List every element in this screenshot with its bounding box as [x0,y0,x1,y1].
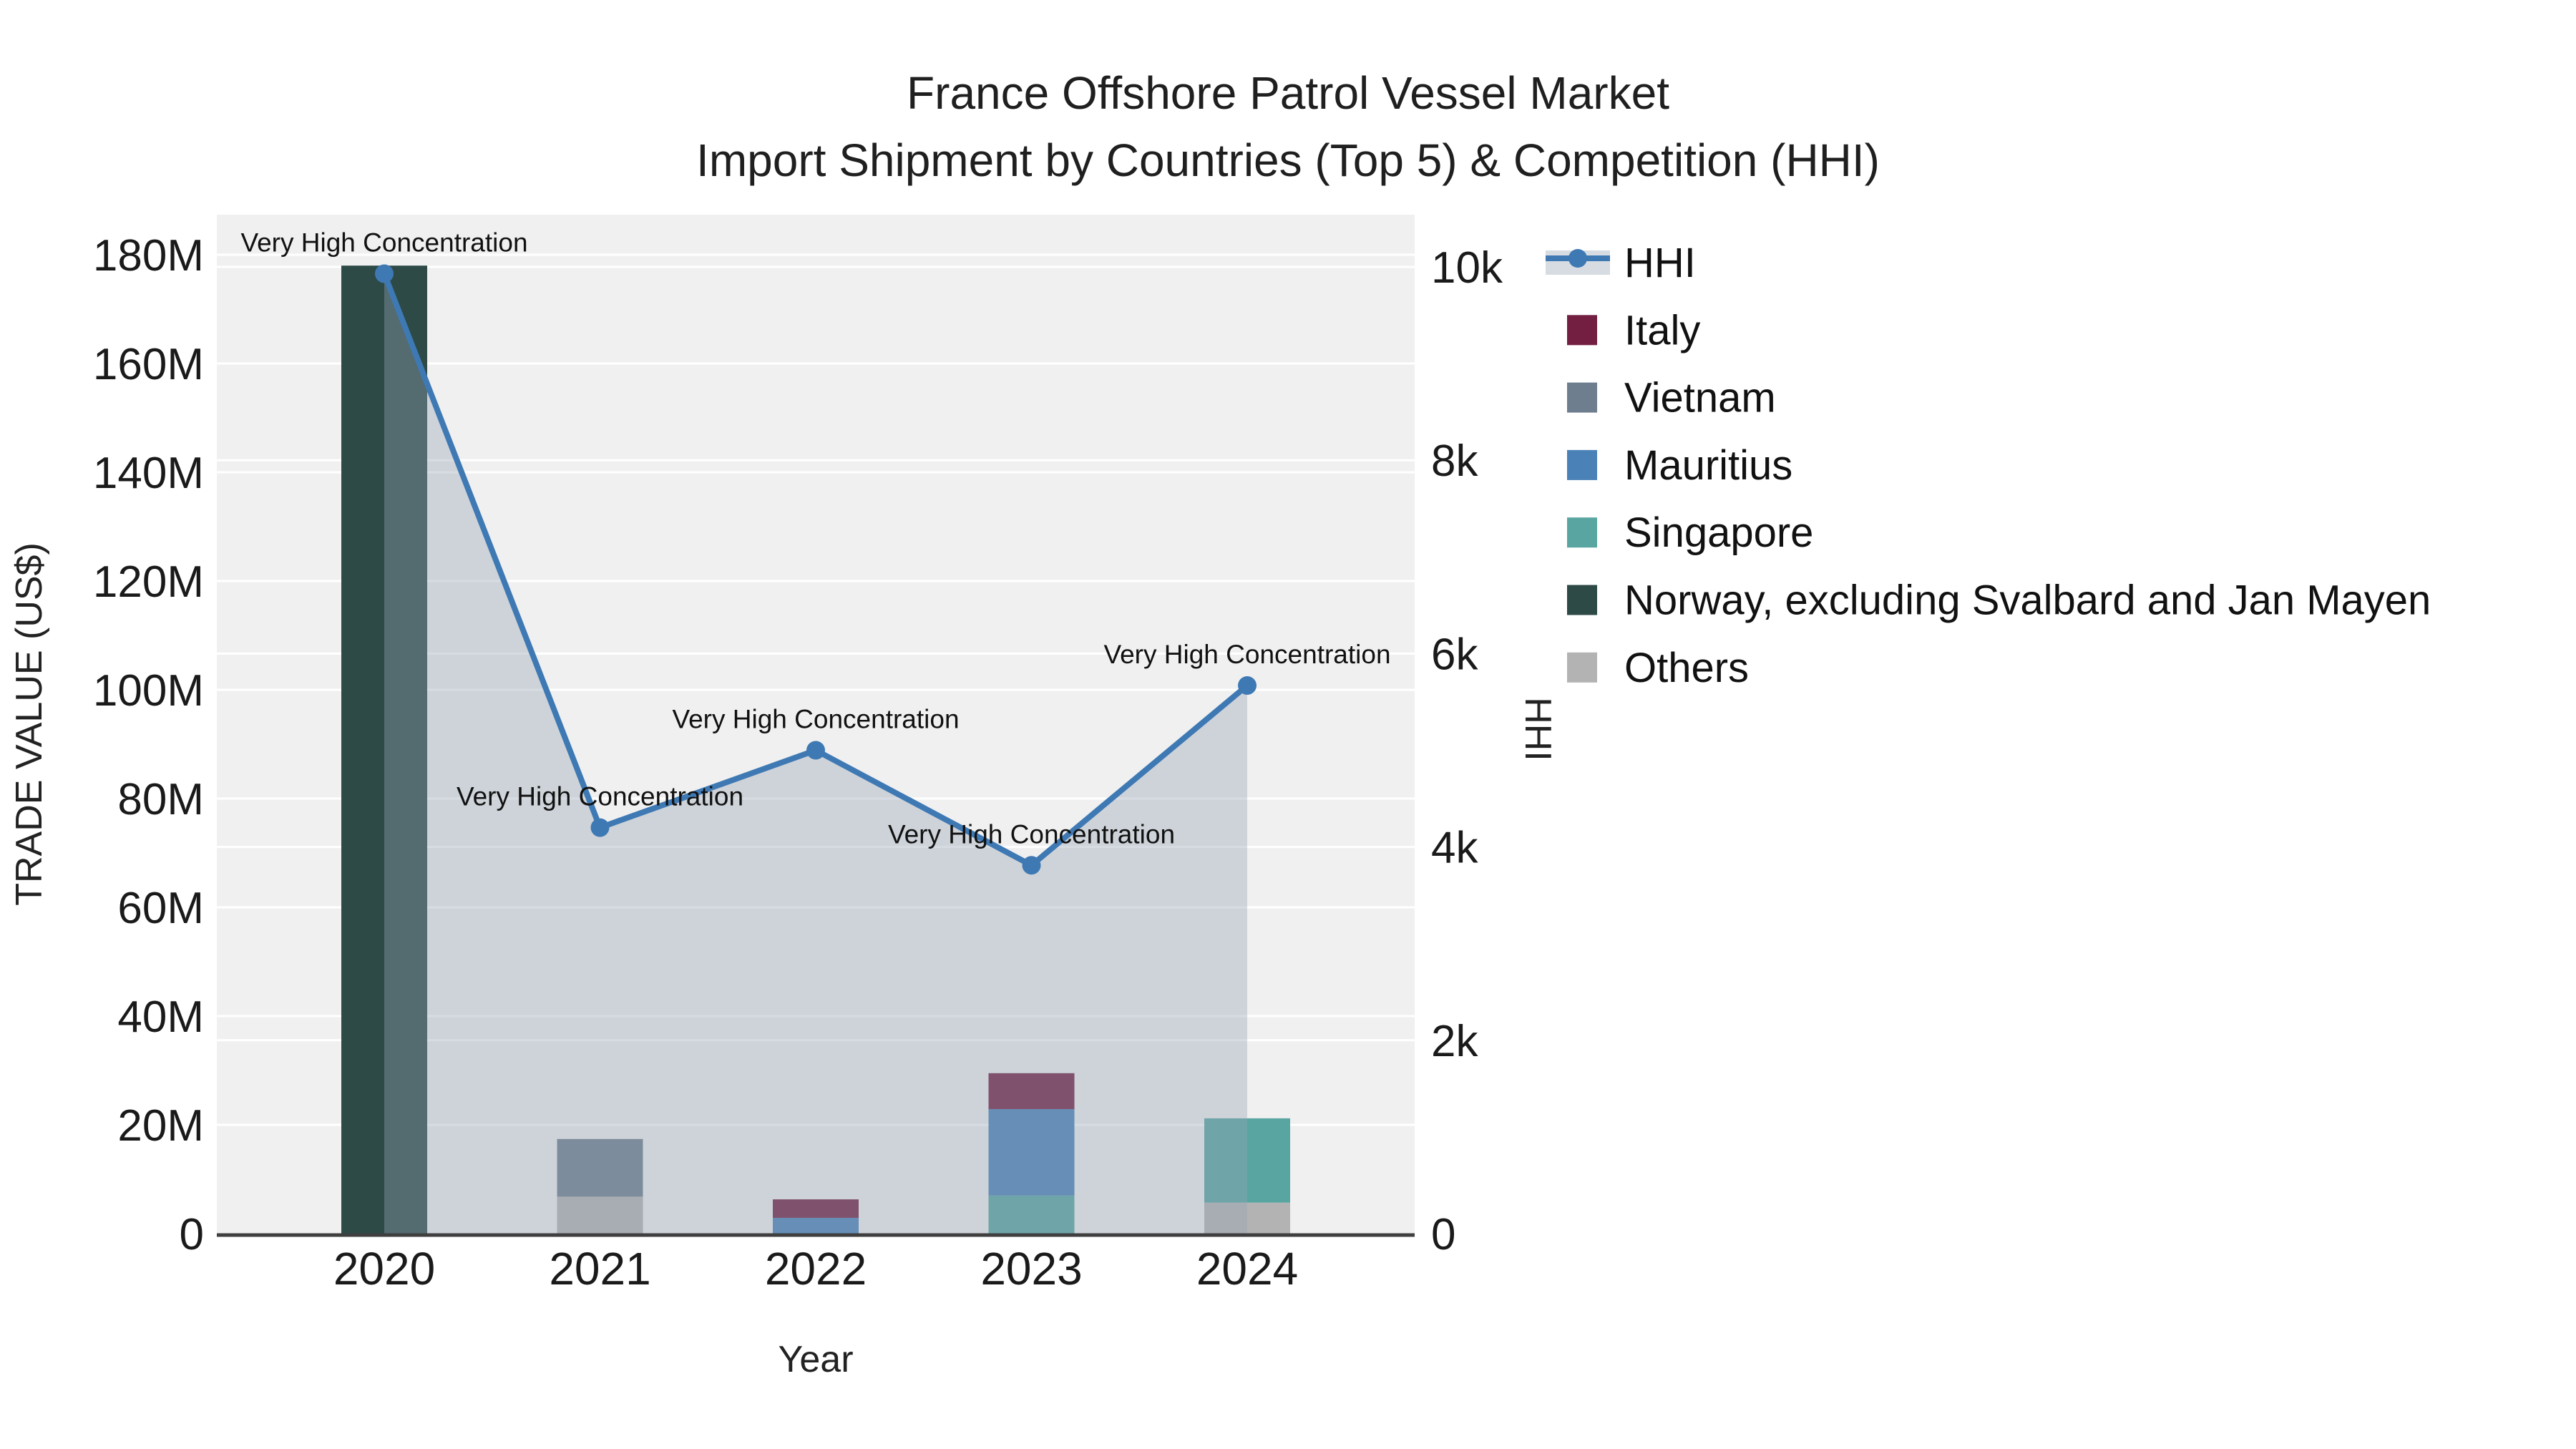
annotation-2022: Very High Concentration [672,705,959,734]
y-left-axis-title: TRADE VALUE (US$) [9,542,50,906]
x-tick-2020: 2020 [333,1243,435,1294]
legend-label-vietnam: Vietnam [1624,375,1776,421]
y-right-tick-2k: 2k [1431,1017,1478,1066]
legend-label-italy: Italy [1624,307,1700,353]
y-left-tick-100M: 100M [93,666,204,716]
legend-item-mauritius[interactable]: Mauritius [1567,442,1792,489]
hhi-marker-2022 [806,741,825,760]
legend-item-vietnam[interactable]: Vietnam [1567,375,1776,421]
y-right-tick-0: 0 [1431,1210,1455,1259]
y-right-tick-8k: 8k [1431,436,1478,486]
bar-segment-norway-excluding-svalbard-and-jan-mayen-2020 [341,265,427,1234]
annotation-2024: Very High Concentration [1103,640,1390,669]
chart-title-line1: France Offshore Patrol Vessel Market [907,67,1669,119]
x-tick-2021: 2021 [549,1243,650,1294]
y-left-tick-40M: 40M [117,992,204,1042]
x-axis-title: Year [778,1339,853,1380]
bar-segment-singapore-2024 [1204,1118,1290,1203]
x-tick-2024: 2024 [1196,1243,1298,1294]
hhi-marker-2024 [1238,675,1257,695]
legend-label-mauritius: Mauritius [1624,442,1792,489]
hhi-marker-2023 [1022,856,1041,875]
bar-segment-others-2024 [1204,1202,1290,1234]
y-left-tick-140M: 140M [93,449,204,498]
y-left-tick-20M: 20M [117,1101,204,1151]
legend-swatch-mauritius [1567,449,1597,480]
annotation-2021: Very High Concentration [457,782,743,811]
legend-label-norway-excluding-svalbard-and-jan-mayen: Norway, excluding Svalbard and Jan Mayen [1624,577,2431,624]
chart-title-line2: Import Shipment by Countries (Top 5) & C… [696,135,1880,186]
annotation-2023: Very High Concentration [888,819,1175,849]
y-left-tick-80M: 80M [117,775,204,824]
bar-segment-singapore-2023 [988,1195,1075,1234]
y-right-axis-title: HHI [1517,697,1558,761]
legend-item-others[interactable]: Others [1567,645,1749,691]
x-tick-2022: 2022 [765,1243,867,1294]
y-left-tick-60M: 60M [117,884,204,933]
y-left-tick-0: 0 [180,1210,204,1259]
bar-segment-mauritius-2022 [773,1217,859,1234]
legend-label-others: Others [1624,645,1749,691]
y-left-tick-120M: 120M [93,557,204,607]
legend-swatch-others [1567,652,1597,683]
axes-group: 0 20M 40M 60M 80M 100M 120M 140M 160M 180M 0 2k 4k 6k… [9,231,1558,1380]
legend-label-singapore: Singapore [1624,509,1813,556]
legend-item-norway-excluding-svalbard-and-jan-mayen[interactable]: Norway, excluding Svalbard and Jan Mayen [1567,577,2431,624]
legend-item-singapore[interactable]: Singapore [1567,509,1813,556]
legend-label-hhi: HHI [1624,240,1696,286]
legend-item-italy[interactable]: Italy [1567,307,1700,353]
y-right-tick-4k: 4k [1431,824,1478,873]
legend: HHI Italy Vietnam Mauritius Singapore Norway,… [1546,240,2431,691]
x-tick-2023: 2023 [980,1243,1082,1294]
hhi-line-group [375,264,1257,875]
bar-segment-others-2021 [557,1196,643,1234]
legend-swatch-italy [1567,315,1597,346]
annotations-group: Very High Concentration Very High Concent… [240,228,1390,849]
bar-segment-italy-2023 [988,1073,1075,1109]
legend-swatch-norway-excluding-svalbard-and-jan-mayen [1567,585,1597,615]
bar-segment-italy-2022 [773,1199,859,1218]
annotation-2020: Very High Concentration [240,228,527,257]
y-right-tick-10k: 10k [1431,243,1503,293]
y-left-tick-180M: 180M [93,231,204,280]
hhi-marker-2021 [590,818,610,837]
hhi-marker-2020 [375,264,394,283]
y-right-tick-6k: 6k [1431,630,1478,679]
legend-hhi-marker-sample [1568,249,1587,268]
legend-item-hhi[interactable]: HHI [1546,240,1696,286]
legend-swatch-singapore [1567,517,1597,548]
legend-swatch-vietnam [1567,382,1597,413]
y-left-tick-160M: 160M [93,340,204,389]
bar-segment-mauritius-2023 [988,1108,1075,1196]
bar-segment-vietnam-2021 [557,1138,643,1197]
bars-group [341,265,1290,1234]
